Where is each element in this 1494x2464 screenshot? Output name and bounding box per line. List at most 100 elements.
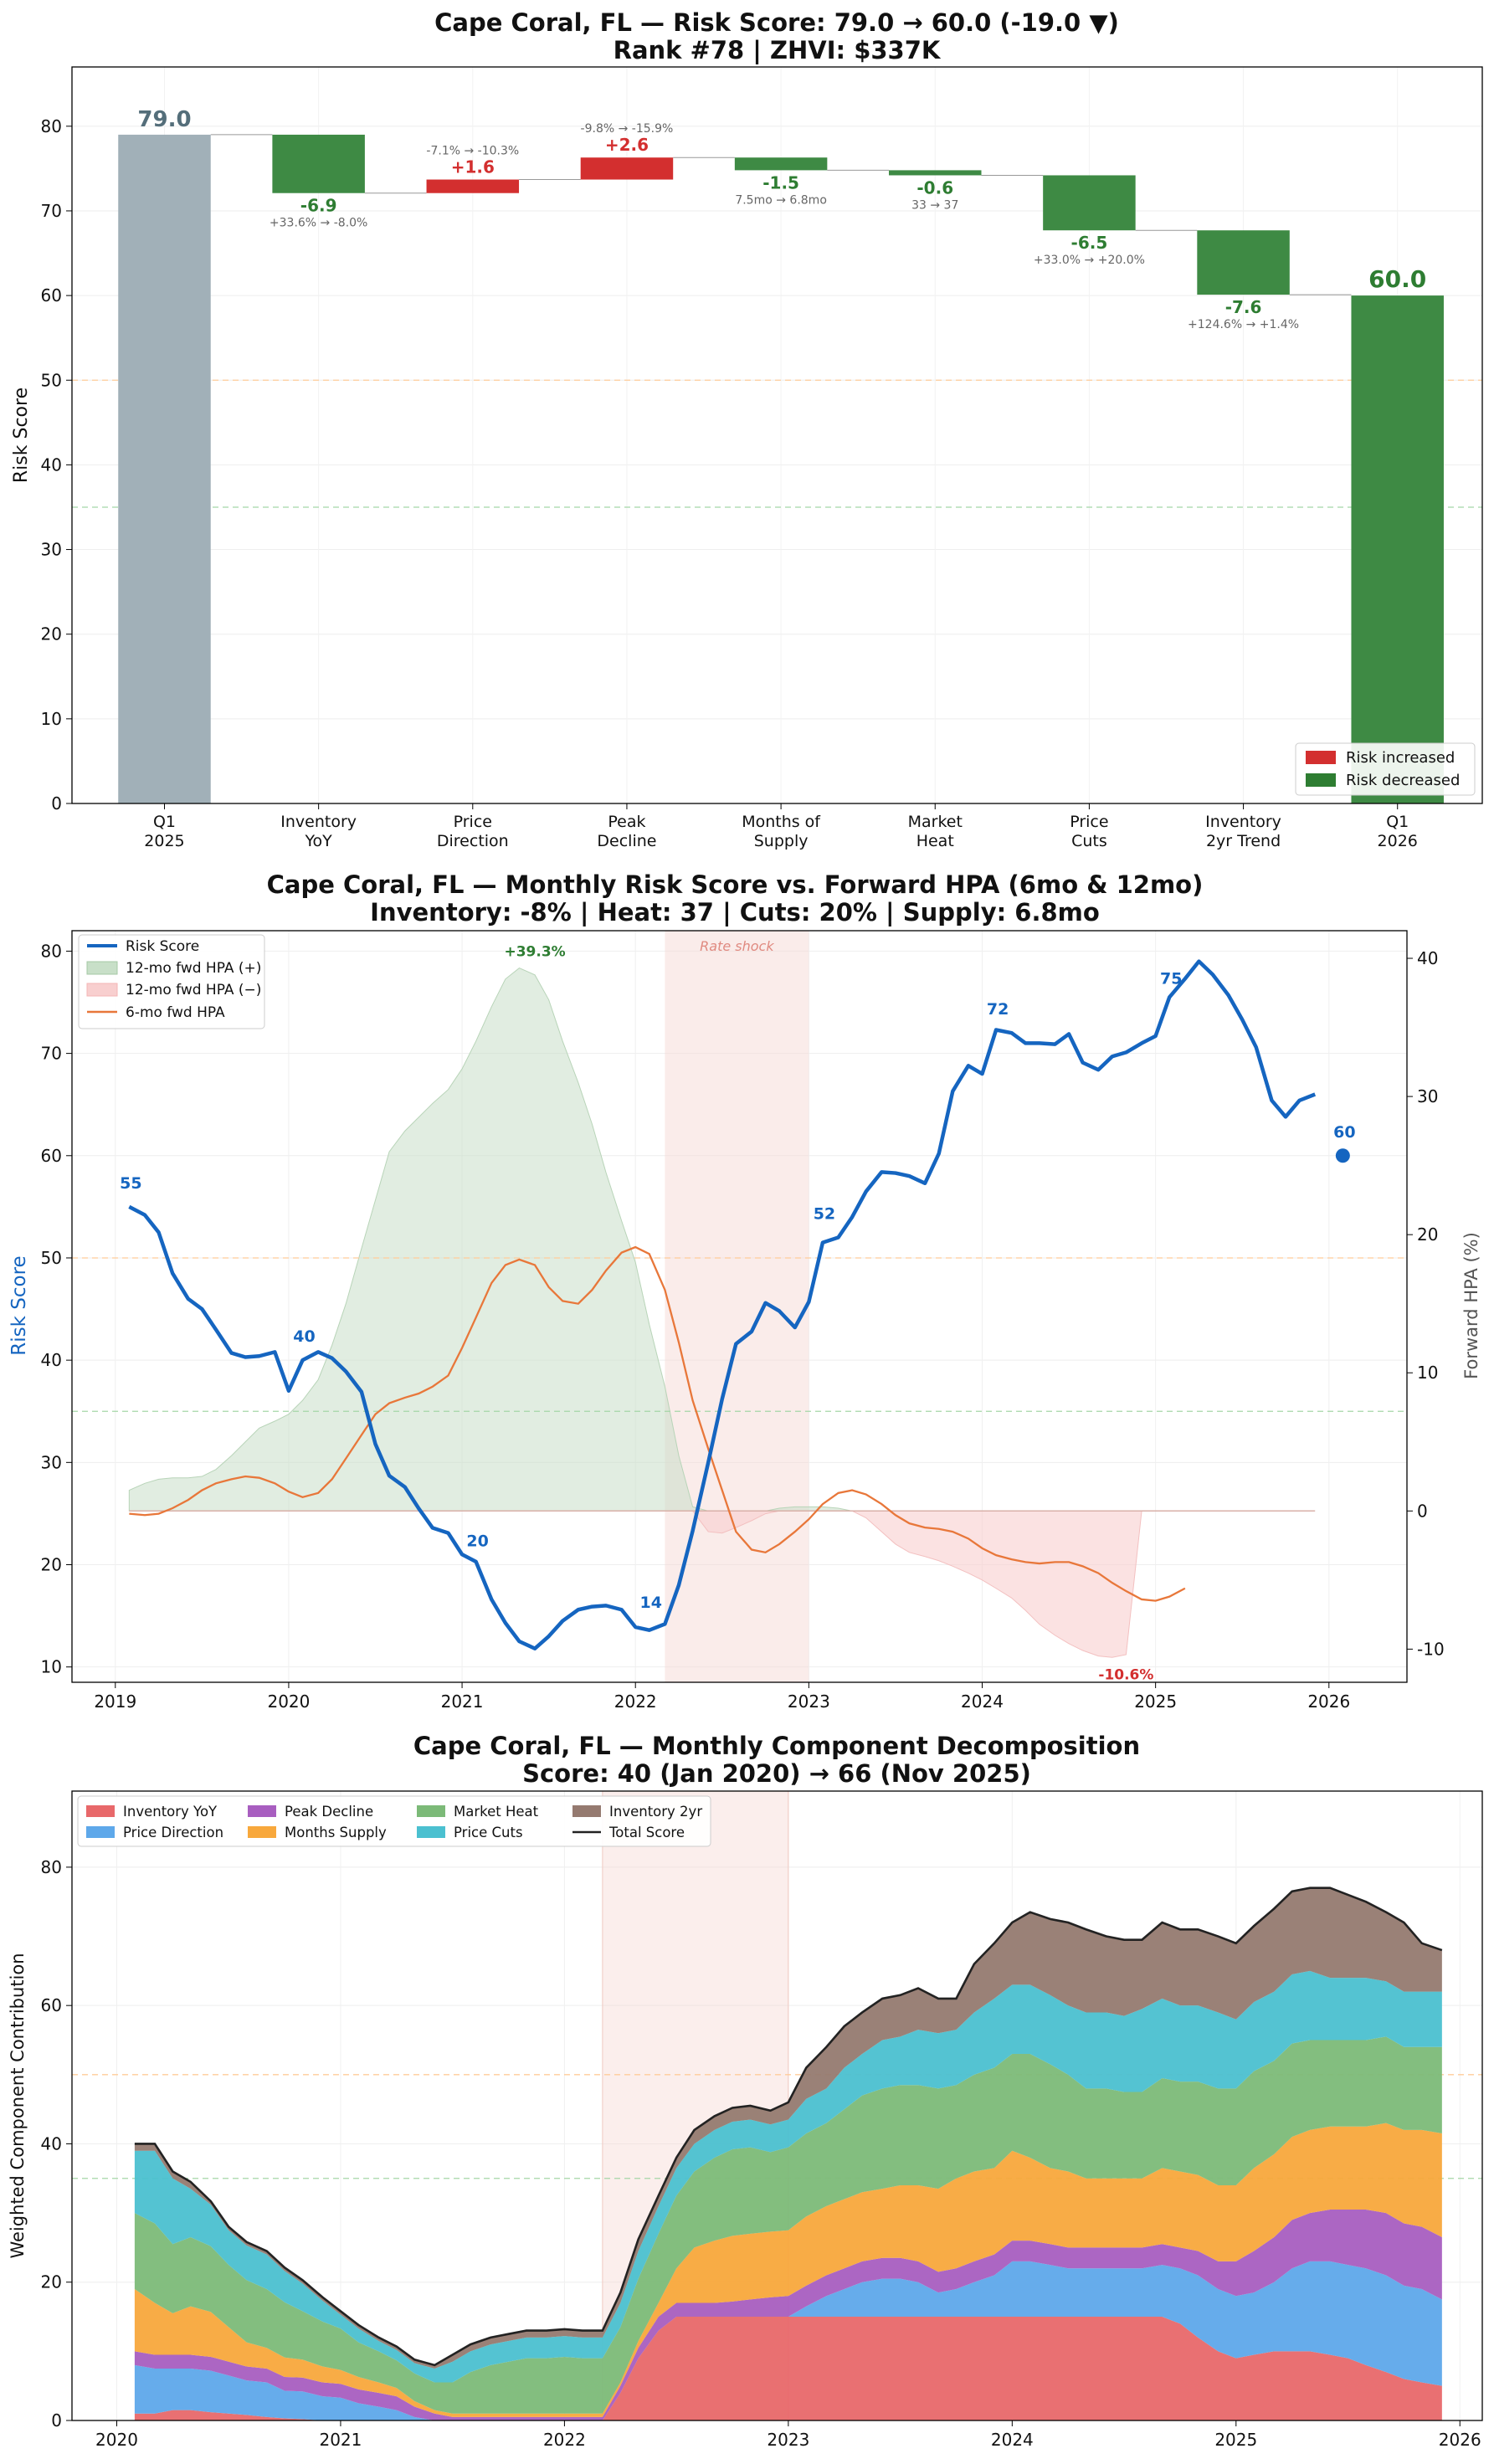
x-tick-label: Peak: [608, 813, 645, 831]
risk-hpa-lines: [128, 959, 1350, 1650]
bar-step: [272, 134, 365, 193]
waterfall-chart: Cape Coral, FL — Risk Score: 79.0 → 60.0…: [11, 8, 1483, 850]
risk-score-annotation: 72: [987, 1000, 1009, 1019]
x-tick-label: 2023: [788, 1691, 830, 1712]
area-price-cuts: [134, 1970, 1442, 2383]
area-price-direction: [134, 2261, 1442, 2420]
decomposition-areas: [134, 1887, 1442, 2420]
x-tick-label: 2021: [319, 2430, 362, 2450]
bar-detail-label: -9.8% → -15.9%: [581, 122, 674, 136]
bar-start-label: 79.0: [137, 107, 191, 132]
x-tick-label: 2026: [1307, 1691, 1350, 1712]
risk-score-current-point: [1335, 1148, 1350, 1163]
hpa-6mo-line: [129, 1245, 1186, 1602]
x-tick-label: Price: [454, 813, 492, 831]
legend-label: Months Supply: [285, 1825, 387, 1840]
bar-detail-label: +33.0% → +20.0%: [1034, 254, 1145, 267]
y-tick-label: 80: [41, 116, 62, 136]
bar-end-label: 60.0: [1368, 265, 1426, 293]
risk-hpa-x-ticks: 2019 2020 2021 2022 2023 2024 2025 2026: [94, 1682, 1350, 1712]
risk-hpa-subtitle: Inventory: -8% | Heat: 37 | Cuts: 20% | …: [370, 898, 1100, 927]
area-peak-decline: [134, 2209, 1442, 2420]
legend-swatch: [248, 1826, 276, 1838]
legend-label: Market Heat: [454, 1804, 539, 1820]
risk-score-annotation: 60: [1333, 1123, 1355, 1142]
decomposition-total-line: [134, 1887, 1443, 2367]
waterfall-y-ticks: 0 10 20 30 40 50 60 70 80: [41, 116, 72, 814]
legend-label-hpa6: 6-mo fwd HPA: [126, 1004, 225, 1021]
hpa-trough-annotation: -10.6%: [1098, 1666, 1153, 1683]
y-tick-label: 70: [41, 201, 62, 221]
legend-label-hpa-pos: 12-mo fwd HPA (+): [126, 960, 261, 977]
risk-hpa-title: Cape Coral, FL — Monthly Risk Score vs. …: [267, 870, 1204, 899]
legend-label-increase: Risk increased: [1346, 749, 1455, 767]
risk-score-annotation: 75: [1160, 970, 1182, 988]
x-tick-label: 2021: [441, 1691, 484, 1712]
legend-swatch: [417, 1826, 445, 1838]
risk-hpa-y2-axis-label: Forward HPA (%): [1461, 1232, 1481, 1379]
x-tick-label: Inventory: [280, 813, 357, 831]
decomposition-x-ticks: 2020 2021 2022 2023 2024 2025 2026: [95, 2420, 1481, 2450]
y-tick-label: 30: [41, 1452, 62, 1472]
bar-delta-label: -1.5: [762, 172, 799, 192]
x-tick-label: 2024: [961, 1691, 1004, 1712]
x-tick-label: 2025: [1134, 1691, 1177, 1712]
risk-hpa-reference-lines: [72, 1257, 1407, 1412]
x-tick-label: 2019: [94, 1691, 136, 1712]
bar-detail-label: 33 → 37: [911, 198, 958, 212]
legend-swatch: [417, 1805, 445, 1817]
risk-hpa-y-axis-label: Risk Score: [8, 1255, 30, 1355]
y-tick-label: 70: [41, 1044, 62, 1064]
legend-frame: [77, 1795, 711, 1847]
x-tick-label: 2020: [267, 1691, 310, 1712]
bar-delta-label: +1.6: [451, 157, 495, 177]
risk-score-annotation: 14: [640, 1594, 662, 1612]
x-tick-label: Price: [1070, 813, 1108, 831]
risk-hpa-y2-ticks: -10 0 10 20 30 40: [1407, 948, 1445, 1659]
bar-detail-label: -7.1% → -10.3%: [426, 145, 519, 158]
waterfall-reference-lines: [72, 379, 1482, 508]
bar-detail-label: 7.5mo → 6.8mo: [735, 193, 827, 207]
waterfall-subtitle: Rank #78 | ZHVI: $337K: [614, 36, 942, 64]
risk-score-annotation: 55: [120, 1174, 141, 1193]
y2-tick-label: 10: [1417, 1363, 1438, 1383]
legend-swatch: [248, 1805, 276, 1817]
total-score-line: [134, 1887, 1443, 2367]
x-tick-label: 2yr Trend: [1206, 832, 1281, 850]
legend-label: Inventory YoY: [123, 1804, 218, 1820]
risk-score-line: [128, 959, 1317, 1650]
y-tick-label: 80: [41, 1857, 62, 1877]
x-tick-label: 2024: [991, 2430, 1034, 2450]
x-tick-label: 2020: [95, 2430, 138, 2450]
x-tick-label: Months of: [742, 813, 821, 831]
bar-step: [580, 157, 674, 180]
y2-tick-label: 20: [1417, 1224, 1438, 1245]
x-tick-label: Q1: [153, 813, 176, 831]
decomposition-y-ticks: 0 20 40 60 80: [41, 1857, 72, 2431]
y2-tick-label: -10: [1417, 1639, 1445, 1659]
decomposition-subtitle: Score: 40 (Jan 2020) → 66 (Nov 2025): [522, 1759, 1031, 1788]
risk-hpa-annotations: 55 40 20 14 52 72 75 60 +39.3% -10.6%: [120, 944, 1355, 1684]
bar-step: [1197, 230, 1290, 295]
y-tick-label: 0: [51, 793, 62, 814]
y2-tick-label: 30: [1417, 1086, 1438, 1106]
x-tick-label: Supply: [754, 832, 809, 850]
x-tick-label: 2026: [1378, 832, 1418, 850]
waterfall-axes-frame: [71, 66, 1483, 804]
y-tick-label: 10: [41, 709, 62, 729]
waterfall-grid: [72, 67, 1482, 804]
x-tick-label: Q1: [1386, 813, 1409, 831]
waterfall-bars: [118, 134, 1444, 803]
bar-delta-label: -7.6: [1225, 297, 1262, 317]
legend-label: Inventory 2yr: [609, 1804, 702, 1820]
rate-shock-label: Rate shock: [700, 938, 774, 954]
y-tick-label: 60: [41, 1146, 62, 1166]
legend-label: Price Direction: [123, 1825, 223, 1840]
waterfall-y-axis-label: Risk Score: [11, 388, 32, 483]
x-tick-label: YoY: [304, 832, 332, 850]
legend-frame: [1295, 742, 1476, 796]
y-tick-label: 40: [41, 1350, 62, 1370]
x-tick-label: Heat: [916, 832, 954, 850]
legend-label: Peak Decline: [285, 1804, 373, 1820]
y2-tick-label: 0: [1417, 1501, 1428, 1521]
